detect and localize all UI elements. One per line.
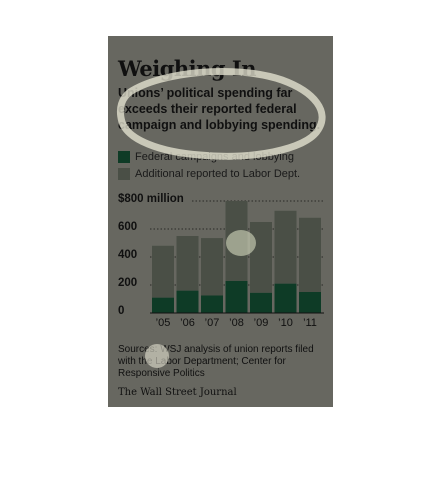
bar-federal — [152, 297, 174, 313]
y-tick-label: 600 — [118, 221, 138, 233]
bar-federal — [176, 290, 199, 313]
bar-additional — [250, 222, 272, 293]
x-tick-label: ’08 — [229, 317, 244, 329]
bar-additional — [176, 236, 199, 291]
x-tick-label: ’07 — [204, 317, 220, 329]
source-note: Sources: WSJ analysis of union reports f… — [118, 344, 314, 379]
bar-federal — [299, 292, 321, 313]
chart-panel: Weighing In Unions’ political spending f… — [108, 36, 333, 407]
y-tick-label: 400 — [118, 249, 138, 261]
bar-federal — [274, 283, 297, 313]
credit-line: The Wall Street Journal — [118, 387, 237, 398]
bar-additional — [201, 238, 223, 296]
y-tick-label: 0 — [118, 305, 125, 317]
bar-federal — [250, 292, 272, 313]
bar-additional — [299, 217, 321, 292]
bar-additional — [152, 245, 174, 298]
x-tick-label: ’06 — [180, 317, 195, 329]
y-tick-label: 200 — [118, 277, 138, 289]
legend-swatch-additional — [118, 167, 130, 180]
bar-additional — [225, 201, 248, 281]
x-tick-label: ’11 — [303, 317, 317, 329]
legend-item-additional: Additional reported to Labor Dept. — [118, 165, 300, 182]
x-tick-label: ’10 — [278, 317, 293, 329]
bar-federal — [201, 295, 223, 313]
legend-label-additional: Additional reported to Labor Dept. — [135, 167, 301, 180]
x-tick-label: ’09 — [253, 317, 269, 329]
bar-additional — [274, 210, 297, 284]
bar-federal — [225, 280, 248, 313]
x-tick-label: ’05 — [155, 317, 171, 329]
y-tick-label: $800 million — [118, 193, 184, 205]
